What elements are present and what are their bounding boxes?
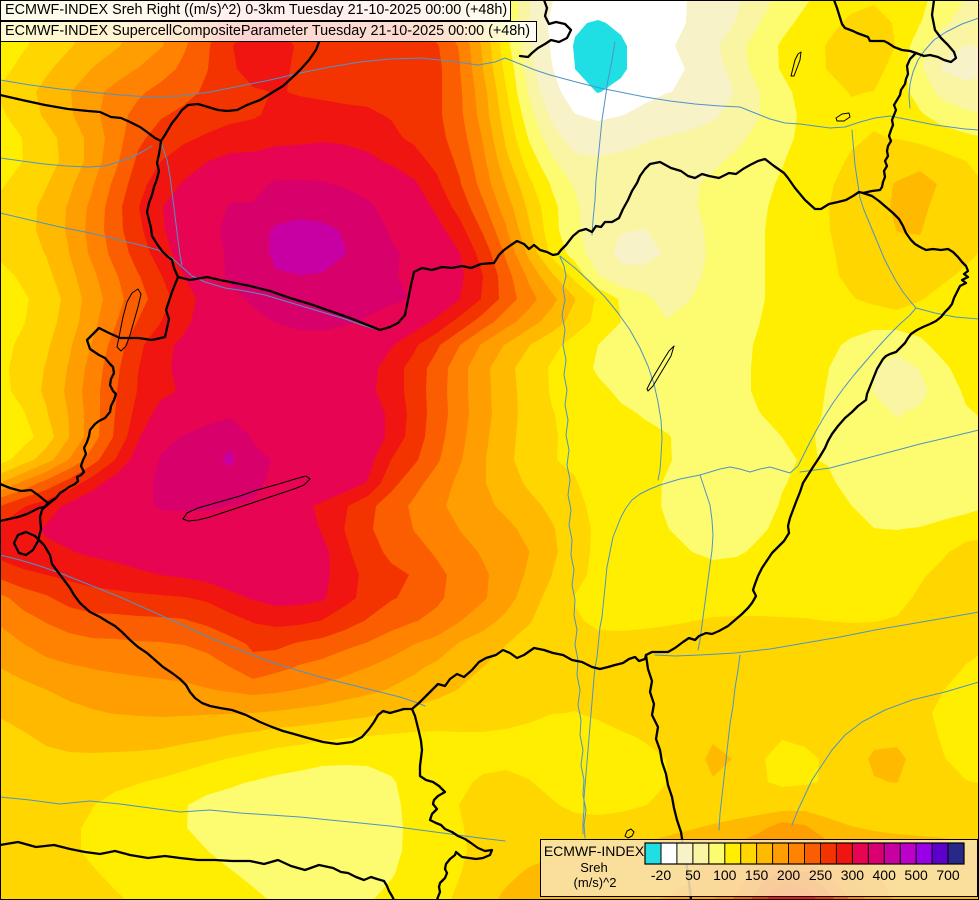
svg-text:100: 100 (713, 867, 737, 883)
svg-text:150: 150 (745, 867, 769, 883)
svg-text:(m/s)^2: (m/s)^2 (574, 875, 617, 890)
svg-text:400: 400 (873, 867, 897, 883)
svg-text:200: 200 (777, 867, 801, 883)
svg-text:700: 700 (936, 867, 960, 883)
svg-text:250: 250 (809, 867, 833, 883)
svg-text:50: 50 (685, 867, 701, 883)
svg-text:500: 500 (904, 867, 928, 883)
svg-text:300: 300 (841, 867, 865, 883)
svg-text:Sreh: Sreh (580, 860, 607, 875)
svg-text:ECMWF-INDEX: ECMWF-INDEX (544, 843, 645, 859)
svg-text:-20: -20 (651, 867, 671, 883)
